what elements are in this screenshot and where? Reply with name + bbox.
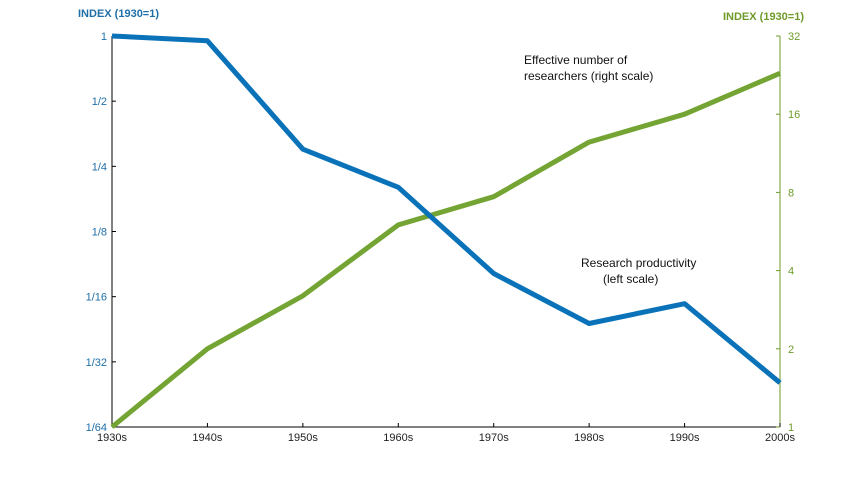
right-tick-label: 1 [788,422,794,434]
left-axis-ticks: 1 1/2 1/4 1/8 1/16 1/32 1/64 [86,31,116,434]
annotation-productivity-line-1: Research productivity [581,256,696,270]
annotations: Effective number of researchers (right s… [524,53,700,286]
x-tick-label: 1950s [288,432,318,444]
x-tick-label: 1980s [574,432,604,444]
right-axis-title: INDEX (1930=1) [723,11,804,23]
right-tick-label: 4 [788,266,794,278]
annotation-researchers-line-1: Effective number of [524,53,628,67]
x-tick-label: 1960s [383,432,413,444]
research-productivity-line [111,33,782,385]
x-axis-ticks: 1930s 1940s 1950s 1960s 1970s 1980s 1990s 2000s [97,423,795,444]
right-tick-label: 32 [788,31,800,43]
right-tick-label: 8 [788,187,794,199]
annotation-researchers-line-2: researchers (right scale) [524,69,653,83]
x-tick-label: 1940s [192,432,222,444]
annotation-productivity-line-2: (left scale) [603,272,658,286]
left-tick-label: 1/4 [92,161,107,173]
x-tick-label: 1930s [97,432,127,444]
annotation-productivity: Research productivity (left scale) [581,256,700,286]
x-tick-label: 2000s [765,432,795,444]
right-tick-label: 2 [788,344,794,356]
left-tick-label: 1/64 [86,422,107,434]
x-tick-label: 1990s [670,432,700,444]
x-tick-label: 1970s [479,432,509,444]
left-tick-label: 1/32 [86,357,107,369]
annotation-researchers: Effective number of researchers (right s… [524,53,653,83]
left-axis-title: INDEX (1930=1) [78,8,159,20]
left-tick-label: 1 [101,31,107,43]
left-tick-label: 1/8 [92,227,107,239]
series-layer [110,33,782,429]
left-tick-label: 1/2 [92,96,107,108]
right-tick-label: 16 [788,109,800,121]
right-axis-ticks: 1 2 4 8 16 32 [776,31,800,434]
effective-researchers-line [110,71,781,429]
left-tick-label: 1/16 [86,292,107,304]
